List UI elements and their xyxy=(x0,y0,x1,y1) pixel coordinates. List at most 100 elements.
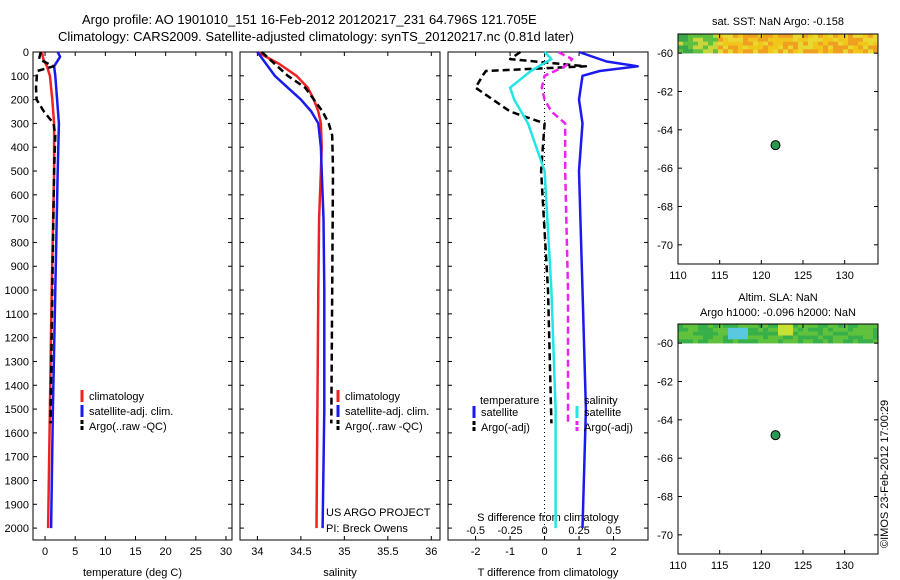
map-data-cell xyxy=(763,339,769,344)
map-data-cell xyxy=(693,331,699,336)
map-data-cell xyxy=(833,339,839,344)
map-data-cell xyxy=(813,327,819,332)
map-data-cell xyxy=(728,324,734,329)
depth-tick-label: 300 xyxy=(11,118,29,130)
s-diff-tick-label: -0.5 xyxy=(466,525,485,537)
legend-label: satellite xyxy=(584,407,621,419)
map-data-cell xyxy=(848,324,854,329)
map-data-cell xyxy=(693,335,699,340)
map-data-cell xyxy=(738,335,744,340)
map-data-cell xyxy=(823,339,829,344)
map-data-cell xyxy=(713,49,719,54)
map-data-cell xyxy=(818,34,824,39)
map-data-cell xyxy=(838,49,844,54)
map-x-tick-label: 115 xyxy=(711,270,729,282)
map-data-cell xyxy=(678,49,684,54)
x-tick-label: 35 xyxy=(338,546,350,558)
series-line-satellite-adj-clim- xyxy=(49,51,62,529)
map-data-cell xyxy=(713,339,719,344)
title-line-1: Argo profile: AO 1901010_151 16-Feb-2012… xyxy=(82,12,537,27)
s-diff-tick-label: 0.5 xyxy=(606,525,621,537)
map-data-cell xyxy=(858,45,864,50)
map-data-cell xyxy=(873,327,879,332)
legend-label: satellite-adj. clim. xyxy=(345,406,429,418)
map-data-cell xyxy=(838,324,844,329)
map-data-cell xyxy=(753,45,759,50)
map-data-cell xyxy=(823,324,829,329)
map-data-cell xyxy=(743,34,749,39)
map-data-cell xyxy=(768,331,774,336)
map-data-cell xyxy=(868,335,874,340)
map-y-tick-label: -68 xyxy=(657,202,673,214)
sst-map-title: sat. SST: NaN Argo: -0.158 xyxy=(712,16,844,28)
map-data-cell xyxy=(778,34,784,39)
map-data-cell xyxy=(743,327,749,332)
map-data-cell xyxy=(698,41,704,46)
map-data-cell xyxy=(768,324,774,329)
map-data-cell xyxy=(873,41,879,46)
map-data-cell xyxy=(748,339,754,344)
legend-label: climatology xyxy=(345,391,401,403)
map-data-cell xyxy=(773,327,779,332)
map-data-cell xyxy=(758,339,764,344)
map-data-cell xyxy=(788,335,794,340)
x-tick-label: 5 xyxy=(72,546,78,558)
map-data-cell xyxy=(763,327,769,332)
map-data-cell xyxy=(738,37,744,42)
map-data-cell xyxy=(748,45,754,50)
map-data-cell xyxy=(808,41,814,46)
map-data-cell xyxy=(843,339,849,344)
map-data-cell xyxy=(803,41,809,46)
map-data-cell xyxy=(683,331,689,336)
map-data-cell xyxy=(733,41,739,46)
map-data-cell xyxy=(858,34,864,39)
map-data-cell xyxy=(823,45,829,50)
map-data-cell xyxy=(703,45,709,50)
map-data-cell xyxy=(708,327,714,332)
depth-tick-label: 1500 xyxy=(5,404,29,416)
map-data-cell xyxy=(833,335,839,340)
map-data-cell xyxy=(763,37,769,42)
map-data-cell xyxy=(708,335,714,340)
map-data-cell xyxy=(863,49,869,54)
map-data-cell xyxy=(748,41,754,46)
map-data-cell xyxy=(728,335,734,340)
depth-tick-label: 700 xyxy=(11,214,29,226)
map-data-cell xyxy=(683,49,689,54)
map-data-cell xyxy=(698,37,704,42)
map-data-cell xyxy=(708,45,714,50)
depth-tick-label: 800 xyxy=(11,237,29,249)
map-data-cell xyxy=(708,37,714,42)
map-data-cell xyxy=(818,335,824,340)
map-data-cell xyxy=(683,324,689,329)
map-data-cell xyxy=(753,37,759,42)
map-data-cell xyxy=(748,34,754,39)
map-data-cell xyxy=(748,335,754,340)
map-data-cell xyxy=(708,324,714,329)
map-data-cell xyxy=(693,327,699,332)
map-data-cell xyxy=(758,49,764,54)
series-line-t-argo-adj- xyxy=(474,50,588,424)
map-data-cell xyxy=(703,339,709,344)
series-line-s-argo-adj- xyxy=(540,50,574,424)
map-data-cell xyxy=(768,339,774,344)
map-data-cell xyxy=(848,37,854,42)
map-data-cell xyxy=(768,335,774,340)
map-data-cell xyxy=(763,41,769,46)
map-data-cell xyxy=(828,37,834,42)
map-data-cell xyxy=(783,327,789,332)
map-data-cell xyxy=(748,49,754,54)
map-data-cell xyxy=(803,335,809,340)
map-data-cell xyxy=(843,37,849,42)
map-data-cell xyxy=(798,34,804,39)
map-data-cell xyxy=(838,45,844,50)
x-axis-label: T difference from climatology xyxy=(478,567,619,579)
map-data-cell xyxy=(688,331,694,336)
series-line-satellite-adj-clim- xyxy=(256,51,326,529)
map-data-cell xyxy=(783,41,789,46)
map-data-cell xyxy=(688,324,694,329)
map-data-cell xyxy=(833,41,839,46)
map-data-cell xyxy=(858,324,864,329)
map-data-cell xyxy=(868,331,874,336)
map-data-cell xyxy=(868,41,874,46)
